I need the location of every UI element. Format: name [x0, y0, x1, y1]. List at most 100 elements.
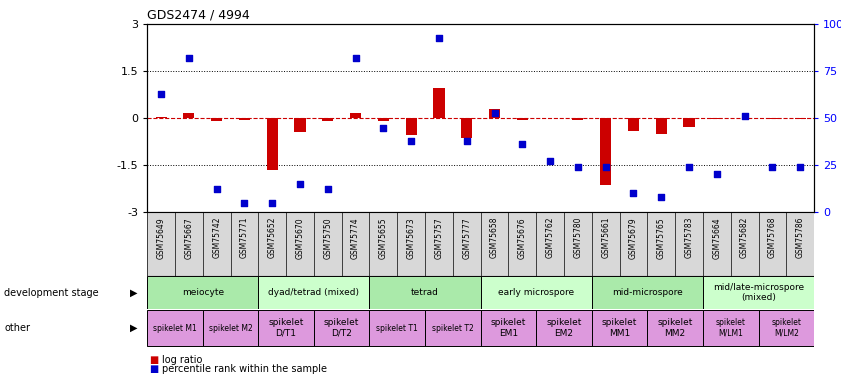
Bar — [405, 118, 417, 135]
Bar — [537, 310, 592, 346]
Bar — [322, 118, 333, 121]
Bar — [489, 110, 500, 118]
Bar — [795, 118, 806, 119]
Text: meiocyte: meiocyte — [182, 288, 224, 297]
Text: GSM75762: GSM75762 — [546, 217, 554, 258]
Text: GSM75768: GSM75768 — [768, 217, 777, 258]
Point — [682, 164, 696, 170]
Bar — [544, 117, 556, 118]
Point — [765, 164, 779, 170]
Text: GSM75765: GSM75765 — [657, 217, 666, 259]
Text: spikelet
EM1: spikelet EM1 — [491, 318, 526, 338]
Bar — [592, 310, 648, 346]
Text: development stage: development stage — [4, 288, 99, 297]
Text: GSM75649: GSM75649 — [156, 217, 166, 259]
Text: spikelet
D/T2: spikelet D/T2 — [324, 318, 359, 338]
Point — [266, 200, 279, 206]
Bar — [183, 113, 194, 118]
Bar — [573, 118, 584, 120]
Text: GSM75777: GSM75777 — [463, 217, 471, 259]
Point — [238, 200, 251, 206]
Text: mid-microspore: mid-microspore — [612, 288, 683, 297]
Text: GSM75673: GSM75673 — [407, 217, 415, 259]
Point — [405, 138, 418, 144]
Text: early microspore: early microspore — [498, 288, 574, 297]
Text: spikelet
EM2: spikelet EM2 — [547, 318, 582, 338]
Bar — [350, 112, 361, 118]
Point — [321, 186, 335, 192]
Point — [488, 110, 501, 116]
Text: spikelet M2: spikelet M2 — [209, 324, 252, 333]
Text: spikelet M1: spikelet M1 — [153, 324, 197, 333]
Bar — [239, 118, 250, 120]
Point — [793, 164, 807, 170]
Bar — [600, 118, 611, 185]
Bar — [203, 310, 258, 346]
Bar — [258, 276, 369, 309]
Bar — [648, 310, 703, 346]
Bar — [258, 310, 314, 346]
Text: tetrad: tetrad — [411, 288, 439, 297]
Text: GSM75682: GSM75682 — [740, 217, 749, 258]
Bar — [516, 118, 528, 120]
Bar — [480, 276, 592, 309]
Text: ■: ■ — [149, 364, 158, 374]
Text: GSM75750: GSM75750 — [323, 217, 332, 259]
Bar — [592, 276, 703, 309]
Text: GSM75771: GSM75771 — [240, 217, 249, 258]
Text: GSM75783: GSM75783 — [685, 217, 694, 258]
Text: GSM75667: GSM75667 — [184, 217, 193, 259]
Text: ■: ■ — [149, 355, 158, 365]
Text: spikelet
M/LM2: spikelet M/LM2 — [771, 318, 801, 338]
Text: mid/late-microspore
(mixed): mid/late-microspore (mixed) — [713, 283, 804, 302]
Text: spikelet
M/LM1: spikelet M/LM1 — [716, 318, 746, 338]
Bar — [703, 310, 759, 346]
Text: GSM75742: GSM75742 — [212, 217, 221, 258]
Point — [377, 124, 390, 130]
Point — [182, 55, 196, 61]
Text: GSM75655: GSM75655 — [379, 217, 388, 259]
Bar — [156, 117, 167, 118]
Bar — [369, 276, 480, 309]
Text: GSM75679: GSM75679 — [629, 217, 638, 259]
Point — [349, 55, 362, 61]
Bar — [684, 118, 695, 127]
Text: GSM75774: GSM75774 — [351, 217, 360, 259]
Bar — [767, 118, 778, 119]
Point — [627, 190, 640, 196]
Bar — [480, 310, 537, 346]
Text: GSM75757: GSM75757 — [435, 217, 443, 259]
Bar — [314, 310, 369, 346]
Text: GSM75786: GSM75786 — [796, 217, 805, 258]
Point — [516, 141, 529, 147]
Point — [155, 91, 168, 97]
Text: log ratio: log ratio — [162, 355, 203, 365]
Point — [460, 138, 473, 144]
Bar — [147, 276, 258, 309]
Text: GSM75652: GSM75652 — [267, 217, 277, 258]
Bar — [461, 118, 473, 138]
Bar — [656, 118, 667, 134]
Text: ▶: ▶ — [130, 288, 137, 297]
Text: GDS2474 / 4994: GDS2474 / 4994 — [147, 9, 250, 22]
Point — [654, 194, 668, 200]
Bar — [711, 118, 722, 119]
Bar — [378, 118, 389, 121]
Bar — [211, 118, 222, 121]
Text: spikelet T1: spikelet T1 — [377, 324, 418, 333]
Text: spikelet T2: spikelet T2 — [432, 324, 473, 333]
Text: GSM75780: GSM75780 — [574, 217, 582, 258]
Point — [432, 34, 446, 40]
Bar — [294, 118, 305, 132]
Text: spikelet
D/T1: spikelet D/T1 — [268, 318, 304, 338]
Bar — [433, 88, 445, 118]
Bar — [703, 276, 814, 309]
Bar — [628, 118, 639, 131]
Bar — [759, 310, 814, 346]
Bar — [147, 310, 203, 346]
Point — [571, 164, 584, 170]
Text: dyad/tetrad (mixed): dyad/tetrad (mixed) — [268, 288, 359, 297]
Point — [710, 171, 723, 177]
Text: GSM75664: GSM75664 — [712, 217, 722, 259]
Point — [294, 181, 307, 187]
